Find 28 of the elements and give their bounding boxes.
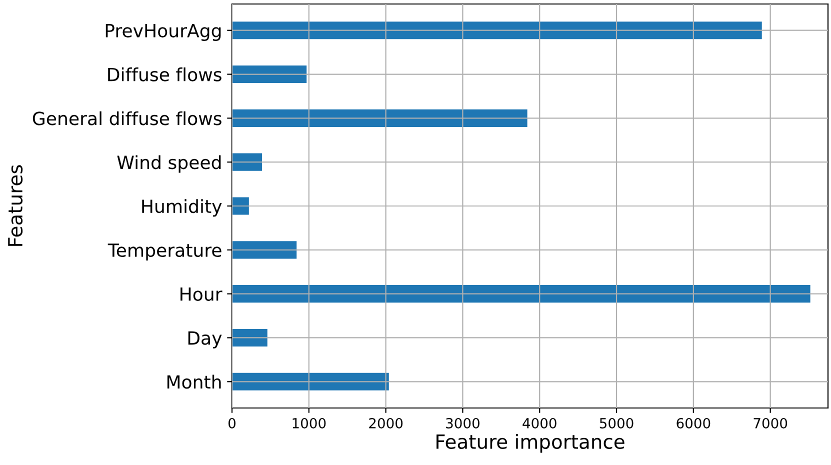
y-axis-title: Features xyxy=(8,165,23,246)
x-tick-label: 5000 xyxy=(600,418,634,428)
x-tick-label: 2000 xyxy=(369,418,403,428)
bar xyxy=(232,328,268,347)
bar xyxy=(232,372,389,390)
x-tick-label: 6000 xyxy=(676,418,710,428)
bar xyxy=(232,241,297,259)
bar xyxy=(232,153,262,171)
x-tick-label: 1000 xyxy=(292,418,326,428)
y-tick-label: Month xyxy=(167,374,221,389)
y-tick-label: Temperature xyxy=(108,244,222,261)
y-tick-label: Day xyxy=(188,331,222,348)
y-tick-label: Diffuse flows xyxy=(108,67,222,82)
bar xyxy=(232,285,810,303)
bar xyxy=(232,65,307,84)
y-tick-label: General diffuse flows xyxy=(32,111,222,126)
y-tick-label: PrevHourAgg xyxy=(106,24,221,41)
x-tick-label: 4000 xyxy=(522,418,556,428)
y-tick-label: Wind speed xyxy=(117,155,221,173)
x-tick-label: 3000 xyxy=(446,418,480,428)
bar xyxy=(232,197,249,215)
y-tick-label: Humidity xyxy=(142,199,222,217)
bar xyxy=(232,109,528,127)
bar xyxy=(232,22,762,40)
x-axis-title: Feature importance xyxy=(436,434,624,453)
x-tick-label: 7000 xyxy=(754,418,788,428)
x-tick-label: 0 xyxy=(228,418,236,428)
y-tick-label: Hour xyxy=(180,288,222,301)
